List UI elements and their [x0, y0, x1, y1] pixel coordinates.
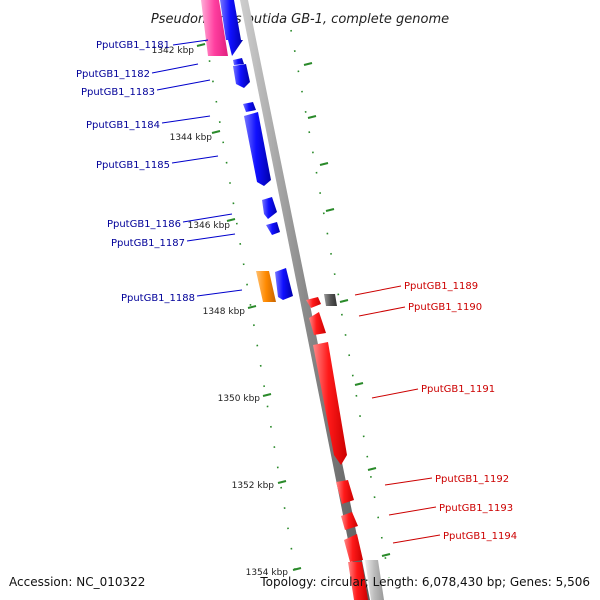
major-tick: [262, 393, 272, 397]
gene-label-pputgb1-1188[interactable]: PputGB1_1188: [121, 293, 195, 304]
accession-text: Accession: NC_010322: [9, 575, 146, 589]
forward-strand-genes: [220, 0, 293, 300]
gene-label-pputgb1-1191[interactable]: PputGB1_1191: [421, 384, 495, 395]
gene-label-pputgb1-1185[interactable]: PputGB1_1185: [96, 160, 170, 171]
leader-line: [161, 115, 211, 124]
gene-arrow-pputgb1-1192[interactable]: [336, 480, 354, 504]
genome-backbone: [240, 0, 370, 600]
gene-label-pputgb1-1187[interactable]: PputGB1_1187: [111, 238, 185, 249]
grey-feature-block[interactable]: [324, 294, 337, 306]
scale-label: 1350 kbp: [218, 394, 261, 404]
scale-labels: 1342 kbp 1344 kbp 1346 kbp 1348 kbp 1350…: [152, 46, 289, 578]
major-tick: [196, 43, 206, 47]
gene-label-pputgb1-1192[interactable]: PputGB1_1192: [435, 474, 509, 485]
gene-arrow-pputgb1-1193[interactable]: [341, 512, 358, 530]
leader-line: [354, 285, 402, 296]
pink-feature-block[interactable]: [201, 0, 228, 56]
leader-line: [171, 155, 219, 164]
major-tick: [325, 208, 335, 212]
leader-line: [151, 63, 199, 74]
major-ticks: [196, 43, 391, 571]
gene-label-pputgb1-1193[interactable]: PputGB1_1193: [439, 503, 513, 514]
gene-arrow-pputgb1-1185[interactable]: [244, 112, 271, 186]
scale-label: 1354 kbp: [246, 568, 289, 578]
major-tick: [367, 467, 377, 471]
leader-line: [182, 213, 233, 223]
leader-line: [371, 388, 419, 399]
major-tick: [381, 553, 391, 557]
leader-line: [186, 233, 236, 242]
leader-line: [358, 306, 406, 317]
topology-summary: Topology: circular; Length: 6,078,430 bp…: [260, 575, 590, 589]
gene-label-pputgb1-1181[interactable]: PputGB1_1181: [96, 40, 170, 51]
gene-arrow-pputgb1-1182[interactable]: [233, 58, 244, 65]
major-tick: [307, 115, 317, 119]
major-tick: [226, 218, 236, 222]
gene-arrow-pputgb1-1191[interactable]: [313, 342, 347, 465]
reverse-strand-genes: [306, 297, 368, 600]
scale-label: 1342 kbp: [152, 46, 195, 56]
major-tick: [319, 162, 329, 166]
leader-line: [156, 79, 211, 91]
tick-guides: [196, 29, 391, 579]
scale-label: 1346 kbp: [188, 221, 231, 231]
gene-label-pputgb1-1186[interactable]: PputGB1_1186: [107, 219, 181, 230]
forward-gene-labels: PputGB1_1181 PputGB1_1182 PputGB1_1183 P…: [76, 39, 243, 304]
gene-label-pputgb1-1183[interactable]: PputGB1_1183: [81, 87, 155, 98]
gene-label-pputgb1-1184[interactable]: PputGB1_1184: [86, 120, 160, 131]
leader-line: [388, 506, 437, 516]
major-tick: [339, 299, 349, 303]
reverse-gene-labels: PputGB1_1189 PputGB1_1190 PputGB1_1191 P…: [354, 281, 517, 544]
gene-arrow-pputgb1-1183[interactable]: [233, 64, 250, 88]
map-title: Pseudomonas putida GB-1, complete genome: [151, 12, 449, 27]
gene-arrow-pputgb1-1184[interactable]: [243, 102, 256, 112]
gene-arrow-pputgb1-1189[interactable]: [306, 297, 321, 308]
leader-line: [384, 477, 433, 486]
major-tick: [292, 567, 302, 571]
gene-arrow-pputgb1-1188[interactable]: [275, 268, 293, 300]
major-tick: [247, 305, 257, 309]
gene-arrow-pputgb1-1187[interactable]: [266, 222, 280, 235]
scale-label: 1352 kbp: [232, 481, 275, 491]
scale-label: 1344 kbp: [170, 133, 213, 143]
gene-label-pputgb1-1189[interactable]: PputGB1_1189: [404, 281, 478, 292]
major-tick: [277, 480, 287, 484]
gene-arrow-pputgb1-1186[interactable]: [262, 197, 277, 219]
gene-arrow-pputgb1-1181[interactable]: [220, 0, 243, 56]
gene-label-pputgb1-1190[interactable]: PputGB1_1190: [408, 302, 482, 313]
major-tick: [354, 382, 364, 386]
leader-line: [196, 289, 243, 297]
feature-blocks: [201, 0, 384, 600]
leader-line: [172, 39, 209, 46]
scale-label: 1348 kbp: [203, 307, 246, 317]
gene-label-pputgb1-1194[interactable]: PputGB1_1194: [443, 531, 517, 542]
leader-line: [392, 534, 441, 544]
gene-arrow-pputgb1-1194[interactable]: [344, 534, 363, 562]
gene-arrow-pputgb1-1190[interactable]: [309, 312, 326, 335]
major-tick: [211, 130, 221, 134]
gene-arrow-continuation[interactable]: [348, 562, 368, 600]
lightgrey-feature-block[interactable]: [365, 560, 384, 600]
major-tick: [303, 62, 313, 66]
gene-label-pputgb1-1182[interactable]: PputGB1_1182: [76, 69, 150, 80]
orange-feature-block[interactable]: [256, 271, 276, 302]
